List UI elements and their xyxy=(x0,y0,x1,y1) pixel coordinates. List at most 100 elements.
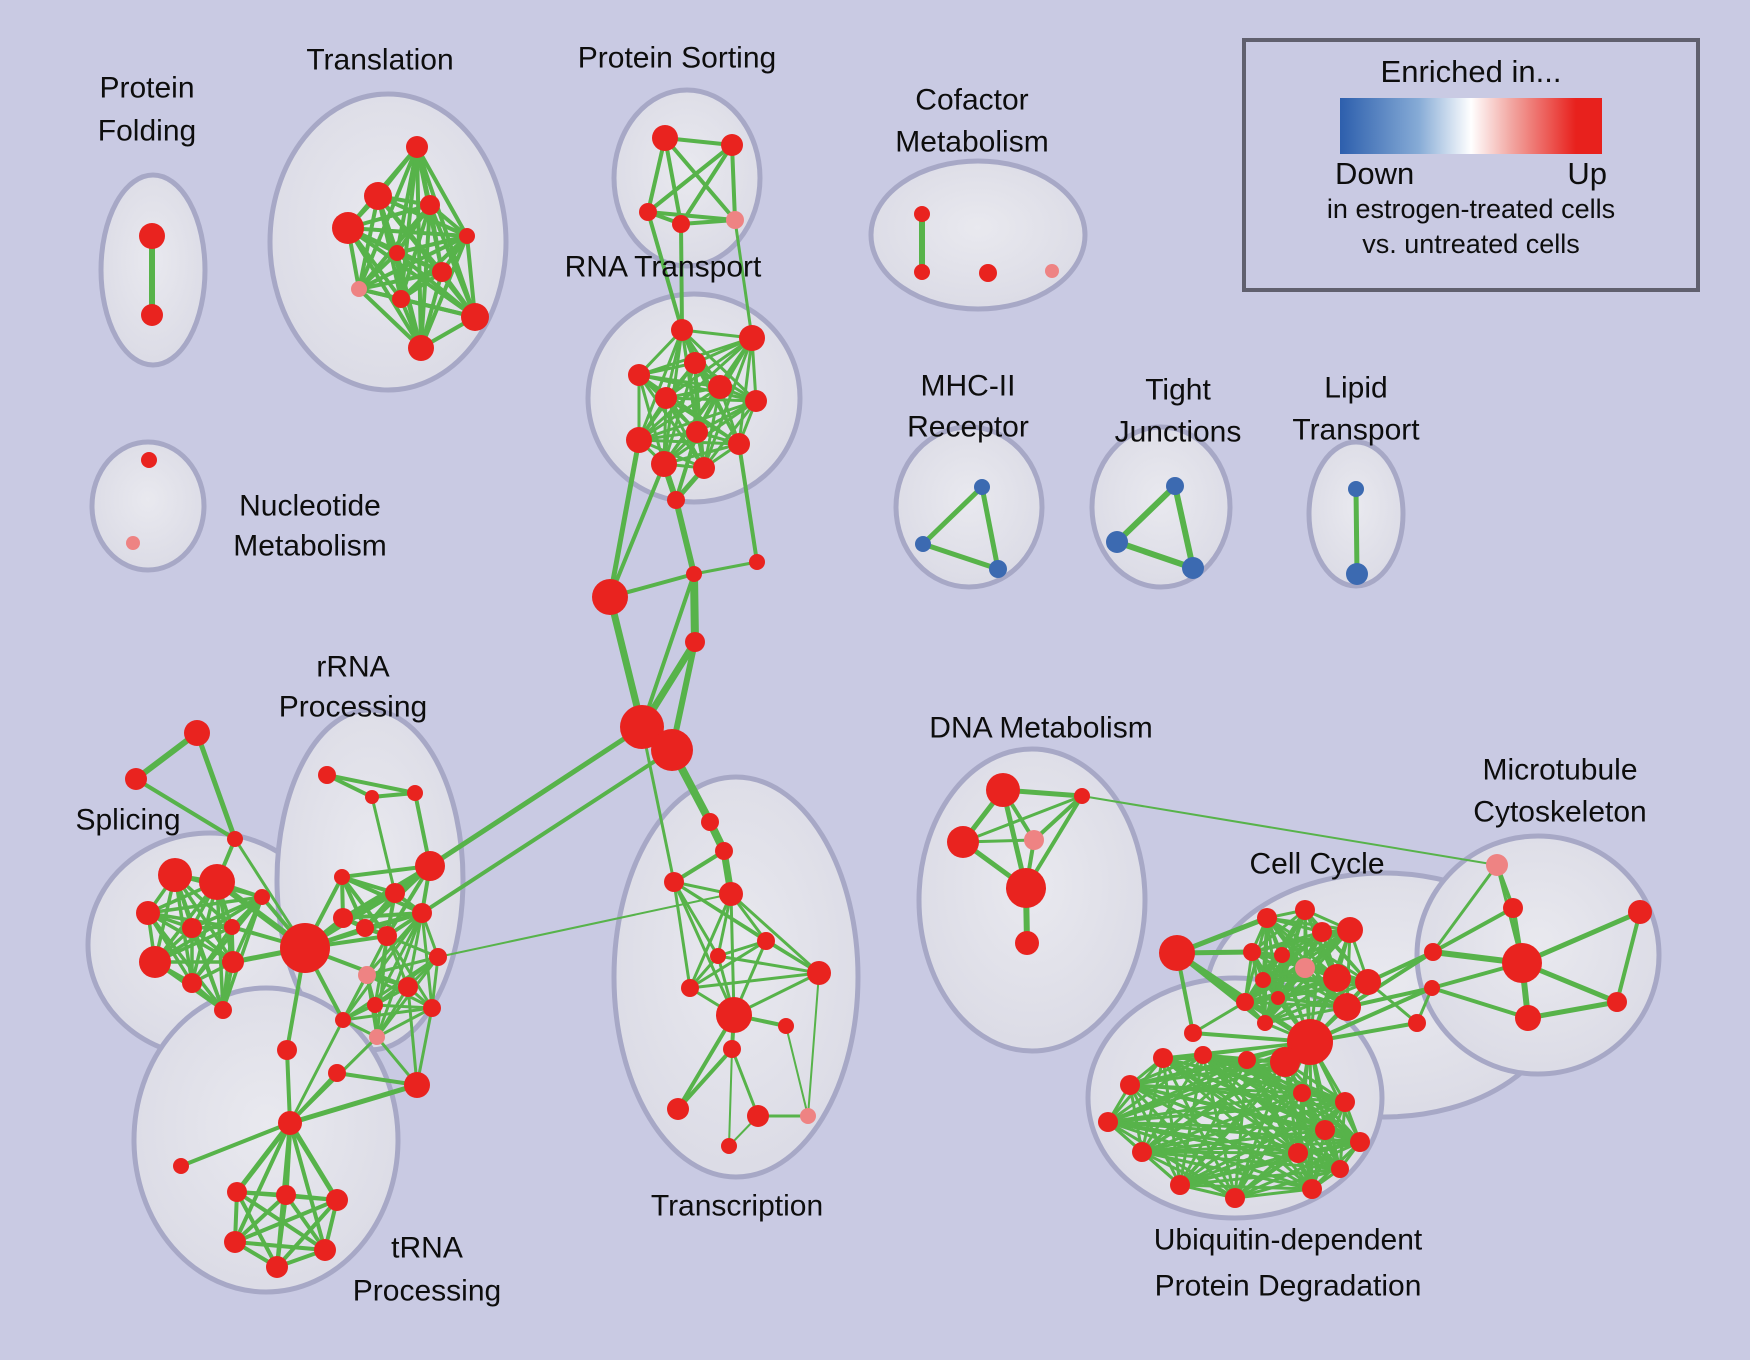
edge-rt11-cn1 xyxy=(608,462,666,599)
node-ub11 xyxy=(1238,1051,1256,1069)
node-tx1 xyxy=(715,842,733,860)
node-sp9 xyxy=(254,889,270,905)
cluster-label-transcription: Transcription xyxy=(651,1190,823,1223)
edge-ub10-ub13 xyxy=(1140,1053,1205,1154)
edge-st1-st3 xyxy=(194,730,238,842)
edge-tr4-tr5 xyxy=(346,226,469,238)
node-tr4 xyxy=(332,212,364,244)
edge-rr15-rr17 xyxy=(375,1006,434,1039)
edge-ps4-rt1 xyxy=(679,222,684,332)
cluster-label-ubiquitin-degradation: Ubiquitin-dependent Protein Degradation xyxy=(1154,1224,1423,1303)
node-rt7 xyxy=(745,390,767,412)
node-cc7 xyxy=(1295,958,1315,978)
edge-mtC-mtD xyxy=(1525,999,1620,1021)
edge-ub6-ub10 xyxy=(1201,1053,1342,1171)
edge-rr11-tx3 xyxy=(437,893,732,958)
legend-gradient-bar xyxy=(1340,98,1602,154)
node-cf4 xyxy=(1045,264,1059,278)
node-ps2 xyxy=(721,134,743,156)
node-cc15 xyxy=(1184,1024,1202,1042)
node-cc4 xyxy=(1337,917,1363,943)
edge-rr5-rr7 xyxy=(340,875,424,915)
edge-tx10-tx11 xyxy=(676,1047,734,1111)
node-rr3 xyxy=(407,785,423,801)
node-tr7 xyxy=(432,262,452,282)
node-st2 xyxy=(125,768,147,790)
cluster-label-lipid-transport: Lipid Transport xyxy=(1292,372,1420,447)
edge-mh1-mh2 xyxy=(920,484,985,547)
node-ub9 xyxy=(1153,1048,1173,1068)
edge-mtB-mtE xyxy=(1519,909,1643,966)
edge-tj1-tj3 xyxy=(1172,483,1196,571)
node-mtE xyxy=(1628,900,1652,924)
node-sp7 xyxy=(182,973,202,993)
edge-rr7-ch2 xyxy=(420,748,674,915)
edge-ub9-ub15 xyxy=(1161,1056,1237,1200)
edge-rt7-rt12 xyxy=(702,399,758,470)
node-mtC xyxy=(1515,1005,1541,1031)
edge-mh2-mh3 xyxy=(920,541,1001,572)
edge-hub2-tn4 xyxy=(233,1121,292,1244)
node-hub2 xyxy=(278,1111,302,1135)
node-tr6 xyxy=(389,245,405,261)
node-rr11 xyxy=(429,948,447,966)
legend-down-label: Down xyxy=(1335,156,1415,191)
edge-cc1-cc4 xyxy=(1265,916,1352,932)
edge-rr5-rr9 xyxy=(340,875,367,930)
edge-rt1-rt7 xyxy=(680,328,758,403)
node-ub6 xyxy=(1331,1160,1349,1178)
node-rr1 xyxy=(318,766,336,784)
edge-hub2-tn1 xyxy=(234,1120,293,1195)
node-cc6 xyxy=(1274,947,1290,963)
node-tx3 xyxy=(719,882,743,906)
node-tr2 xyxy=(364,182,392,210)
cluster-label-cofactor-metabolism: Cofactor Metabolism xyxy=(895,84,1048,159)
edge-ub13-ub15 xyxy=(1140,1150,1237,1200)
node-sp5 xyxy=(224,919,240,935)
edge-rr20-rr19 xyxy=(335,1071,419,1087)
node-sp8 xyxy=(222,951,244,973)
edge-tr5-tr8 xyxy=(357,234,469,291)
node-cc13 xyxy=(1333,993,1361,1021)
node-rt5 xyxy=(708,375,732,399)
edge-tr8-tr11 xyxy=(357,287,423,350)
node-rr14 xyxy=(367,997,383,1013)
edge-ub11-ub14 xyxy=(1178,1058,1249,1187)
node-tr3 xyxy=(420,195,440,215)
node-cc1 xyxy=(1257,908,1277,928)
edge-ub3-ub12 xyxy=(1106,1120,1327,1132)
edge-ub10-ub14 xyxy=(1178,1053,1205,1187)
cluster-mhc-ii-receptor xyxy=(893,424,1045,590)
edge-ch1-tx2 xyxy=(640,725,676,884)
cluster-label-nucleotide-metabolism: Nucleotide Metabolism xyxy=(233,490,386,563)
node-tx9 xyxy=(778,1018,794,1034)
node-sp4 xyxy=(182,918,202,938)
node-nm2 xyxy=(126,536,140,550)
edge-tn2-tn4 xyxy=(233,1193,288,1244)
edge-rr16-hub2 xyxy=(288,1018,345,1125)
cluster-label-cell-cycle: Cell Cycle xyxy=(1249,848,1384,881)
node-dm5 xyxy=(1006,868,1046,908)
edge-ccR1-mtA xyxy=(1431,906,1515,954)
node-lt1 xyxy=(1348,481,1364,497)
edge-ub1-ub12 xyxy=(1106,1091,1304,1124)
node-rr5 xyxy=(334,869,350,885)
cluster-label-tight-junctions: Tight Junctions xyxy=(1115,374,1242,449)
node-cf3 xyxy=(979,264,997,282)
edge-rt9-cn1 xyxy=(607,437,642,600)
node-cn4 xyxy=(749,554,765,570)
edge-ps2-ps3 xyxy=(646,143,734,214)
node-ub12 xyxy=(1098,1112,1118,1132)
edge-tx2-tx6 xyxy=(672,880,692,990)
node-cc16 xyxy=(1408,1014,1426,1032)
cluster-label-dna-metabolism: DNA Metabolism xyxy=(929,712,1152,745)
node-rr13 xyxy=(398,977,418,997)
node-cc9 xyxy=(1355,969,1381,995)
node-mh3 xyxy=(989,560,1007,578)
cluster-tight-junctions xyxy=(1089,424,1233,590)
node-mh2 xyxy=(915,536,931,552)
node-tniso xyxy=(173,1158,189,1174)
node-rr4 xyxy=(415,851,445,881)
edge-rr7-rr8 xyxy=(341,911,424,920)
node-rt1 xyxy=(671,319,693,341)
